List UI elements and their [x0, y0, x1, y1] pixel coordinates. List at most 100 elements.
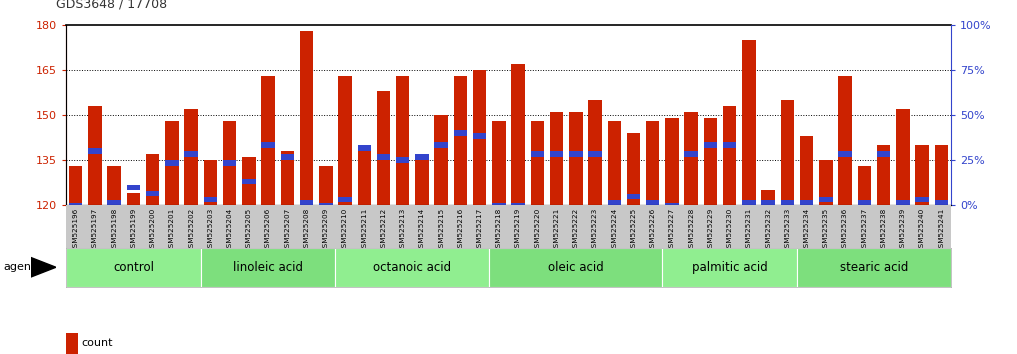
Bar — [531, 152, 544, 157]
Text: GSM525224: GSM525224 — [611, 207, 617, 252]
Bar — [454, 76, 467, 205]
Bar — [281, 154, 294, 160]
Text: GSM525238: GSM525238 — [881, 207, 887, 252]
Text: GSM525216: GSM525216 — [458, 207, 464, 252]
Bar — [319, 166, 333, 205]
Bar — [935, 200, 948, 205]
Bar — [165, 160, 179, 166]
Bar — [165, 121, 179, 205]
Bar — [415, 160, 429, 205]
Bar — [896, 109, 909, 205]
Bar — [626, 194, 641, 199]
Bar — [723, 106, 736, 205]
Bar — [203, 160, 217, 205]
Text: GSM525239: GSM525239 — [900, 207, 906, 252]
Bar — [742, 200, 756, 205]
Text: GSM525230: GSM525230 — [727, 207, 732, 252]
Bar — [108, 166, 121, 205]
Text: GSM525206: GSM525206 — [265, 207, 272, 252]
Text: control: control — [113, 261, 154, 274]
Bar — [684, 152, 698, 157]
Bar — [184, 109, 198, 205]
Text: GSM525202: GSM525202 — [188, 207, 194, 252]
Text: GSM525198: GSM525198 — [111, 207, 117, 252]
Polygon shape — [31, 257, 56, 277]
Text: GDS3648 / 17708: GDS3648 / 17708 — [56, 0, 167, 11]
Bar — [646, 200, 659, 205]
Text: octanoic acid: octanoic acid — [373, 261, 452, 274]
Text: GSM525214: GSM525214 — [419, 207, 425, 252]
Bar — [935, 145, 948, 205]
Bar — [857, 166, 872, 205]
Text: GSM525213: GSM525213 — [400, 207, 406, 252]
Bar — [242, 178, 255, 184]
Bar — [261, 76, 275, 205]
Bar — [339, 196, 352, 202]
Bar — [203, 196, 217, 202]
Text: GSM525220: GSM525220 — [534, 207, 540, 252]
Text: GSM525203: GSM525203 — [207, 207, 214, 252]
Text: GSM525227: GSM525227 — [669, 207, 675, 252]
Bar — [723, 142, 736, 148]
Text: GSM525199: GSM525199 — [130, 207, 136, 252]
Text: GSM525241: GSM525241 — [939, 207, 944, 252]
Bar — [665, 202, 678, 208]
Text: GSM525211: GSM525211 — [361, 207, 367, 252]
Text: GSM525212: GSM525212 — [380, 207, 386, 252]
Text: GSM525226: GSM525226 — [650, 207, 656, 252]
Bar — [339, 76, 352, 205]
Text: GSM525207: GSM525207 — [285, 207, 290, 252]
Text: GSM525215: GSM525215 — [438, 207, 444, 252]
Bar — [857, 200, 872, 205]
Text: GSM525208: GSM525208 — [303, 207, 309, 252]
Bar — [454, 130, 467, 136]
Text: oleic acid: oleic acid — [548, 261, 604, 274]
Bar — [145, 154, 160, 205]
Text: GSM525221: GSM525221 — [553, 207, 559, 252]
Text: linoleic acid: linoleic acid — [233, 261, 303, 274]
Bar — [415, 154, 429, 160]
Text: GSM525200: GSM525200 — [149, 207, 156, 252]
Text: agent: agent — [3, 262, 36, 272]
Bar — [704, 142, 717, 148]
Text: stearic acid: stearic acid — [840, 261, 908, 274]
Bar — [376, 91, 391, 205]
Bar — [223, 160, 236, 166]
Bar — [684, 112, 698, 205]
Text: GSM525218: GSM525218 — [496, 207, 501, 252]
Bar — [376, 154, 391, 160]
Bar — [88, 106, 102, 205]
Text: GSM525240: GSM525240 — [919, 207, 925, 252]
Bar — [69, 202, 82, 208]
Bar — [550, 152, 563, 157]
Bar — [300, 200, 313, 205]
Text: GSM525222: GSM525222 — [573, 207, 579, 252]
Text: GSM525210: GSM525210 — [342, 207, 348, 252]
Bar — [588, 100, 602, 205]
Bar — [915, 145, 929, 205]
Bar — [915, 196, 929, 202]
Bar — [550, 112, 563, 205]
Bar — [492, 121, 505, 205]
Bar — [358, 145, 371, 151]
Bar — [242, 157, 255, 205]
Bar — [838, 76, 852, 205]
Bar — [512, 202, 525, 208]
Bar — [319, 202, 333, 208]
Text: GSM525219: GSM525219 — [516, 207, 521, 252]
Text: palmitic acid: palmitic acid — [692, 261, 768, 274]
Bar — [512, 64, 525, 205]
Bar — [588, 152, 602, 157]
Bar — [473, 70, 486, 205]
Text: count: count — [81, 338, 113, 348]
Bar — [145, 190, 160, 196]
Text: GSM525225: GSM525225 — [631, 207, 637, 252]
Text: GSM525196: GSM525196 — [73, 207, 78, 252]
Bar — [781, 100, 794, 205]
Bar — [646, 121, 659, 205]
Text: GSM525204: GSM525204 — [227, 207, 233, 252]
Text: GSM525201: GSM525201 — [169, 207, 175, 252]
Bar — [762, 200, 775, 205]
Text: GSM525228: GSM525228 — [689, 207, 695, 252]
Bar — [127, 193, 140, 205]
